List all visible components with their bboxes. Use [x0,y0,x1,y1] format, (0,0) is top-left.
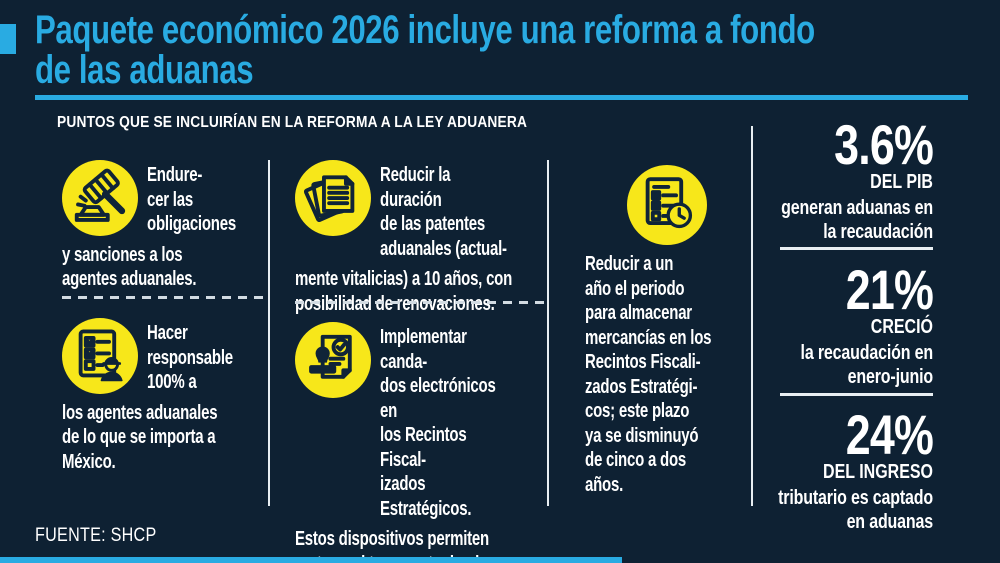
stat-value: 3.6% [834,113,934,176]
page-subtitle: PUNTOS QUE SE INCLUIRÍAN EN LA REFORMA A… [57,114,528,131]
column-divider [547,160,549,506]
customs-agent-checklist-icon [62,318,138,394]
item-text-beside: Reducir la duración de las patentes adua… [380,164,507,260]
item-text-below: Reducir a un año el periodo para almacen… [585,253,712,496]
stat-value: 21% [845,258,934,321]
bottom-accent-bar [0,557,622,563]
stat-description: tributario es captado en aduanas [778,487,933,533]
item-responsabilidad-agentes: Hacer responsable 100% a los agentes adu… [62,318,272,474]
item-text-below: y sanciones a los agentes aduanales. [62,243,197,291]
stat-label: CRECIÓ [870,316,933,338]
stats-divider [751,126,753,506]
documents-stack-icon [295,160,371,236]
item-text-below: mente vitalicias) a 10 años, con posibil… [295,268,513,315]
gavel-icon [62,160,138,236]
column-divider [268,160,270,506]
item-text-beside: Endure- cer las obligaciones [147,164,236,235]
item-text-beside: Implementar canda- dos electrónicos en l… [380,326,496,520]
stat-pib: 3.6% DEL PIB generan aduanas en la recau… [673,113,934,244]
stat-label: DEL INGRESO [823,461,933,483]
stat-recaudacion: 21% CRECIÓ la recaudación en enero-junio [673,258,934,389]
stat-value: 24% [845,403,934,466]
page-title: Paquete económico 2026 incluye una refor… [35,8,815,92]
item-patentes-aduanales: Reducir la duración de las patentes adua… [295,160,550,316]
checklist-clock-icon [627,165,707,245]
item-endurecer-sanciones: Endure- cer las obligaciones y sanciones… [62,160,272,292]
dashed-separator [295,301,545,304]
title-marker-square [0,24,16,54]
item-text-below: los agentes aduanales de lo que se impor… [62,401,218,473]
stat-description: generan aduanas en la recaudación [781,197,933,243]
stat-ingreso-tributario: 24% DEL INGRESO tributario es captado en… [673,403,934,534]
title-rule [35,95,968,100]
item-text-beside: Hacer responsable 100% a [147,322,233,393]
stat-label: DEL PIB [870,171,933,193]
stat-separator [780,247,933,250]
source-note: FUENTE: SHCP [35,525,157,546]
stat-description: la recaudación en enero-junio [800,342,934,388]
item-periodo-almacenaje: Reducir a un año el periodo para almacen… [585,165,755,497]
item-candados-electronicos: Implementar canda- dos electrónicos en l… [295,322,550,563]
stamped-document-icon [295,322,371,398]
stat-separator [780,393,933,396]
dashed-separator [62,296,265,299]
